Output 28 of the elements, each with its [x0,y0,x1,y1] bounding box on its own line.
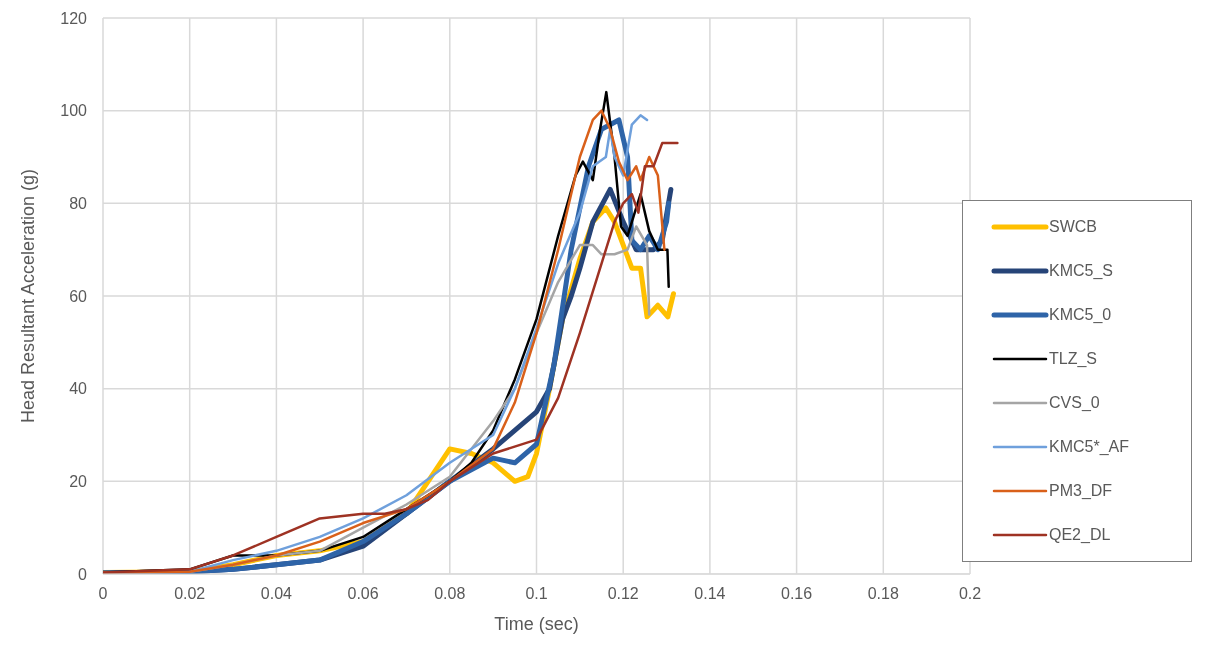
x-tick-label: 0.06 [347,585,379,603]
legend-label: CVS_0 [1049,394,1100,412]
y-tick-label: 40 [69,380,88,398]
x-axis-title: Time (sec) [494,614,579,634]
x-tick-label: 0.14 [694,585,726,603]
legend-label: KMC5*_AF [1049,438,1130,456]
x-tick-label: 0.02 [174,585,206,603]
x-tick-label: 0.08 [434,585,466,603]
y-tick-label: 80 [69,195,88,213]
x-tick-label: 0.16 [781,585,813,603]
legend-label: KMC5_0 [1049,306,1112,324]
x-tick-label: 0 [98,585,108,603]
x-tick-label: 0.1 [525,585,548,603]
legend-label: SWCB [1049,218,1097,236]
legend-label: KMC5_S [1049,262,1114,280]
x-tick-label: 0.12 [607,585,639,603]
y-tick-label: 20 [69,473,88,491]
x-tick-label: 0.04 [260,585,293,603]
x-tick-label: 0.18 [867,585,899,603]
legend-label: TLZ_S [1049,350,1098,368]
legend-label: QE2_DL [1049,526,1111,544]
y-tick-label: 0 [78,565,88,583]
legend-label: PM3_DF [1049,482,1113,500]
y-tick-label: 100 [60,102,88,120]
y-tick-label: 60 [69,287,88,305]
y-tick-label: 120 [60,9,88,27]
y-axis-title: Head Resultant Acceleration (g) [18,168,39,424]
x-tick-label: 0.2 [958,585,982,603]
